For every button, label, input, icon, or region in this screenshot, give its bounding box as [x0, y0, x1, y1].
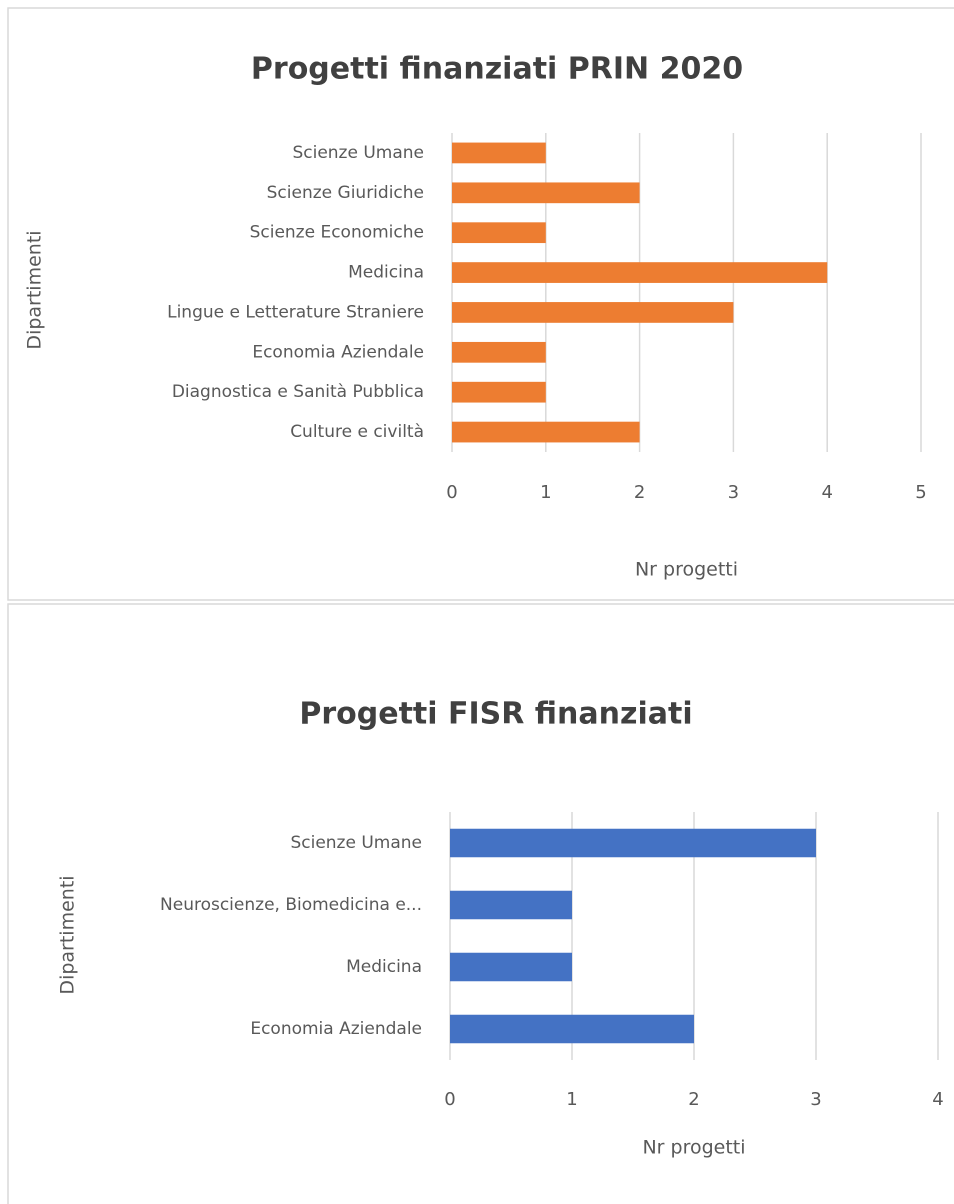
- bar: [452, 421, 640, 443]
- x-tick-label: 0: [446, 482, 457, 503]
- bar: [450, 1014, 694, 1044]
- y-tick-label: Scienze Giuridiche: [267, 183, 424, 203]
- x-tick-label: 4: [821, 482, 832, 503]
- y-axis-label: Dipartimenti: [57, 875, 79, 994]
- bar: [452, 222, 546, 244]
- panel-border: [7, 603, 954, 1204]
- y-tick-label: Neuroscienze, Biomedicina e...: [160, 895, 422, 915]
- bar: [452, 341, 546, 363]
- bar: [452, 182, 640, 204]
- y-tick-label: Economia Aziendale: [252, 342, 424, 362]
- x-axis-label: Nr progetti: [635, 559, 738, 581]
- bar: [450, 890, 572, 920]
- bar: [450, 952, 572, 982]
- chart-title: Progetti finanziati PRIN 2020: [251, 52, 743, 87]
- panel-border: [7, 7, 954, 601]
- y-tick-label: Diagnostica e Sanità Pubblica: [172, 382, 424, 402]
- y-tick-label: Lingue e Letterature Straniere: [167, 302, 424, 322]
- y-tick-label: Culture e civiltà: [290, 422, 424, 442]
- bar: [452, 381, 546, 403]
- x-tick-label: 2: [634, 482, 645, 503]
- y-tick-label: Economia Aziendale: [250, 1019, 422, 1039]
- x-tick-label: 0: [444, 1089, 455, 1110]
- x-tick-label: 1: [540, 482, 551, 503]
- bar: [452, 262, 828, 283]
- y-tick-label: Scienze Umane: [292, 143, 424, 163]
- x-tick-label: 4: [932, 1089, 943, 1110]
- x-tick-label: 1: [566, 1089, 577, 1110]
- y-axis-label: Dipartimenti: [24, 230, 46, 349]
- bar: [450, 828, 816, 858]
- bar: [452, 302, 734, 323]
- y-tick-label: Scienze Economiche: [250, 223, 424, 243]
- y-tick-label: Scienze Umane: [290, 833, 422, 853]
- y-tick-label: Medicina: [348, 263, 424, 283]
- x-tick-label: 2: [688, 1089, 699, 1110]
- x-tick-label: 3: [728, 482, 739, 503]
- bar: [452, 142, 546, 164]
- chart-title: Progetti FISR finanziati: [299, 697, 692, 732]
- y-tick-label: Medicina: [346, 957, 422, 977]
- x-axis-label: Nr progetti: [642, 1137, 745, 1159]
- x-tick-label: 3: [810, 1089, 821, 1110]
- x-tick-label: 5: [915, 482, 926, 503]
